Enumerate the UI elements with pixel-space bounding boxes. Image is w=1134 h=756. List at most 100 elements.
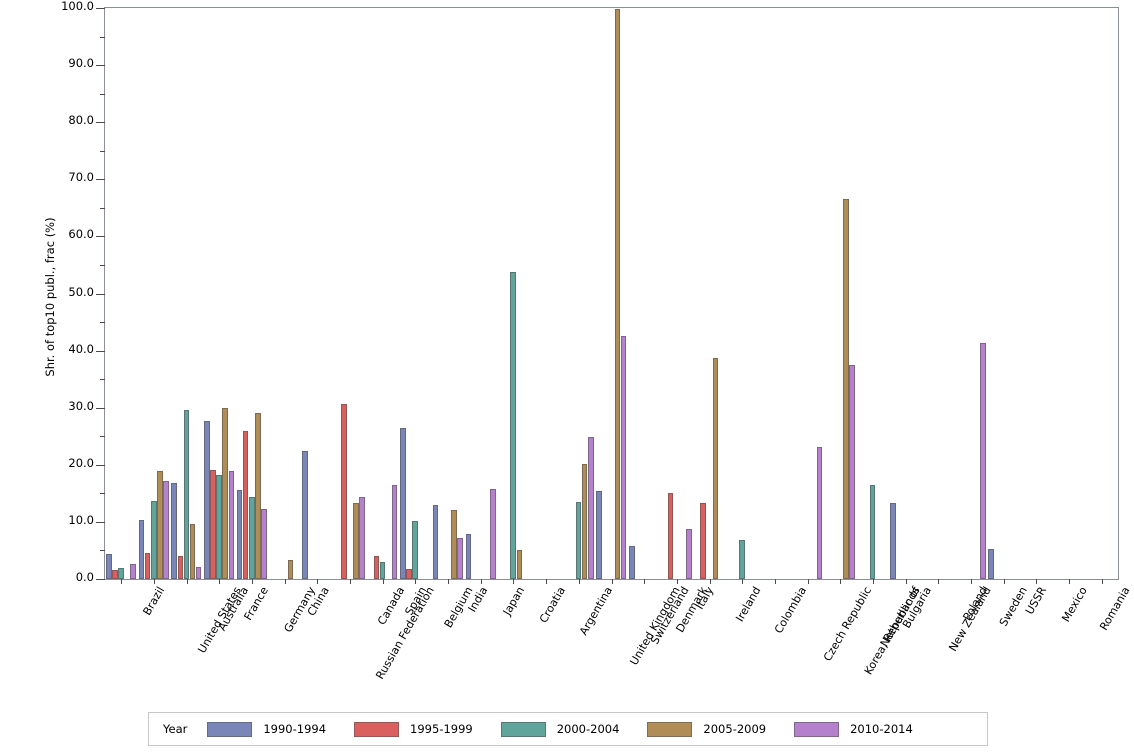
y-axis-tick [96,579,105,580]
bar [150,501,157,579]
x-axis-tick [938,579,940,584]
bar [204,421,210,579]
y-axis-tick [96,350,105,352]
x-axis-tick [1036,579,1038,584]
legend-entry[interactable]: 2005-2009 [647,721,767,737]
x-axis-tick-label-wrap: Brazil [140,584,168,618]
x-axis-tick-label-wrap: Japan [500,585,527,618]
bar-group [368,8,399,579]
bar [163,481,169,579]
x-axis-tick [186,579,188,584]
x-axis-tick [317,579,319,584]
legend-label: 2010-2014 [850,722,913,736]
legend-entry[interactable]: 2000-2004 [500,721,619,737]
y-axis-minor-tick [100,436,105,438]
x-axis-tick [546,579,548,584]
legend-color-swatch [354,721,400,737]
bar-group [269,8,300,579]
x-axis-tick-label: Russian Federation [373,584,438,682]
bar-group [596,8,627,579]
bar-group [628,8,660,579]
x-axis-tick [742,579,744,584]
bar [988,549,994,579]
bar [112,570,118,579]
y-axis-tick-label: 70.0 [68,170,94,185]
bar [183,409,190,579]
bar [353,503,359,579]
x-axis-tick-label: Croatia [537,584,569,626]
legend-entry[interactable]: 1990-1994 [207,721,326,737]
bar [457,538,463,579]
bar [869,484,876,579]
bar-group [400,8,431,579]
bar [144,553,151,579]
legend-entry[interactable]: 1995-1999 [354,721,473,737]
bar-group [432,8,464,579]
bar-group [564,8,595,579]
y-axis-tick [96,464,105,466]
bar [596,490,602,579]
y-axis-minor-tick [100,379,105,381]
bar [222,407,228,579]
bar [412,521,418,579]
y-axis-minor-tick [100,493,105,495]
bar [816,446,823,579]
x-axis-tick [382,579,384,584]
bar [248,497,255,579]
legend-label: 2005-2009 [703,722,767,736]
x-axis-tick [644,579,646,584]
x-axis-tick [219,579,221,584]
bar-group [204,8,235,579]
y-axis-tick-label: 40.0 [68,341,94,356]
x-axis-tick-label: Canada [375,584,408,628]
bar-group [302,8,333,579]
bar [843,199,849,579]
x-axis-tick-label: Brazil [140,584,168,618]
bar-group [531,8,562,579]
bar [130,563,137,579]
x-axis-tick-label: Argentina [577,584,616,638]
y-axis-minor-tick [100,150,105,152]
bar-group [138,8,170,579]
legend-label: 1995-1999 [410,722,473,736]
x-axis-tick [807,579,809,584]
y-axis-tick-label: 10.0 [68,512,94,527]
bar [157,471,163,579]
x-axis-tick [709,579,711,584]
x-axis-tick [448,579,450,584]
bar-group [1054,8,1085,579]
y-axis-tick [96,8,105,9]
bar [575,501,582,579]
bar [261,509,267,579]
bar [373,555,380,579]
x-axis-tick-label-wrap: Ireland [733,585,763,624]
legend-entry[interactable]: 2010-2014 [794,721,913,737]
bar [432,505,439,579]
x-axis-tick-label-wrap: Russian Federation [373,584,438,682]
bar [712,358,719,579]
bar [359,496,365,579]
y-axis-tick [96,122,105,124]
y-axis-tick-label: 50.0 [68,284,94,299]
bar [302,450,308,579]
bar [400,427,406,579]
y-axis-tick-label: 30.0 [68,398,94,413]
bar [516,549,523,579]
bar [406,569,412,579]
x-axis-tick [513,579,515,584]
bar-group [662,8,693,579]
x-axis-tick-label-wrap: Canada [375,584,408,628]
y-axis-tick-label: 100.0 [61,0,94,13]
bar-group [1086,8,1117,579]
bar-group [792,8,823,579]
y-axis-tick [96,293,105,295]
x-axis-tick [840,579,842,584]
legend-color-swatch [500,721,546,737]
bar-group [236,8,268,579]
bar [287,559,294,579]
bar [177,556,184,579]
bar-group [923,8,954,579]
y-axis-minor-tick [100,550,105,552]
x-axis-tick-label: Romania [1097,584,1133,633]
x-axis-tick-label-wrap: Mexico [1060,585,1090,625]
